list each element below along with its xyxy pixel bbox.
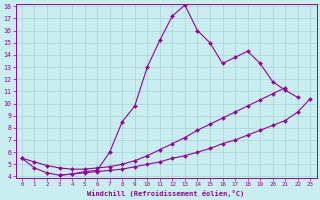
X-axis label: Windchill (Refroidissement éolien,°C): Windchill (Refroidissement éolien,°C) [87,190,245,197]
